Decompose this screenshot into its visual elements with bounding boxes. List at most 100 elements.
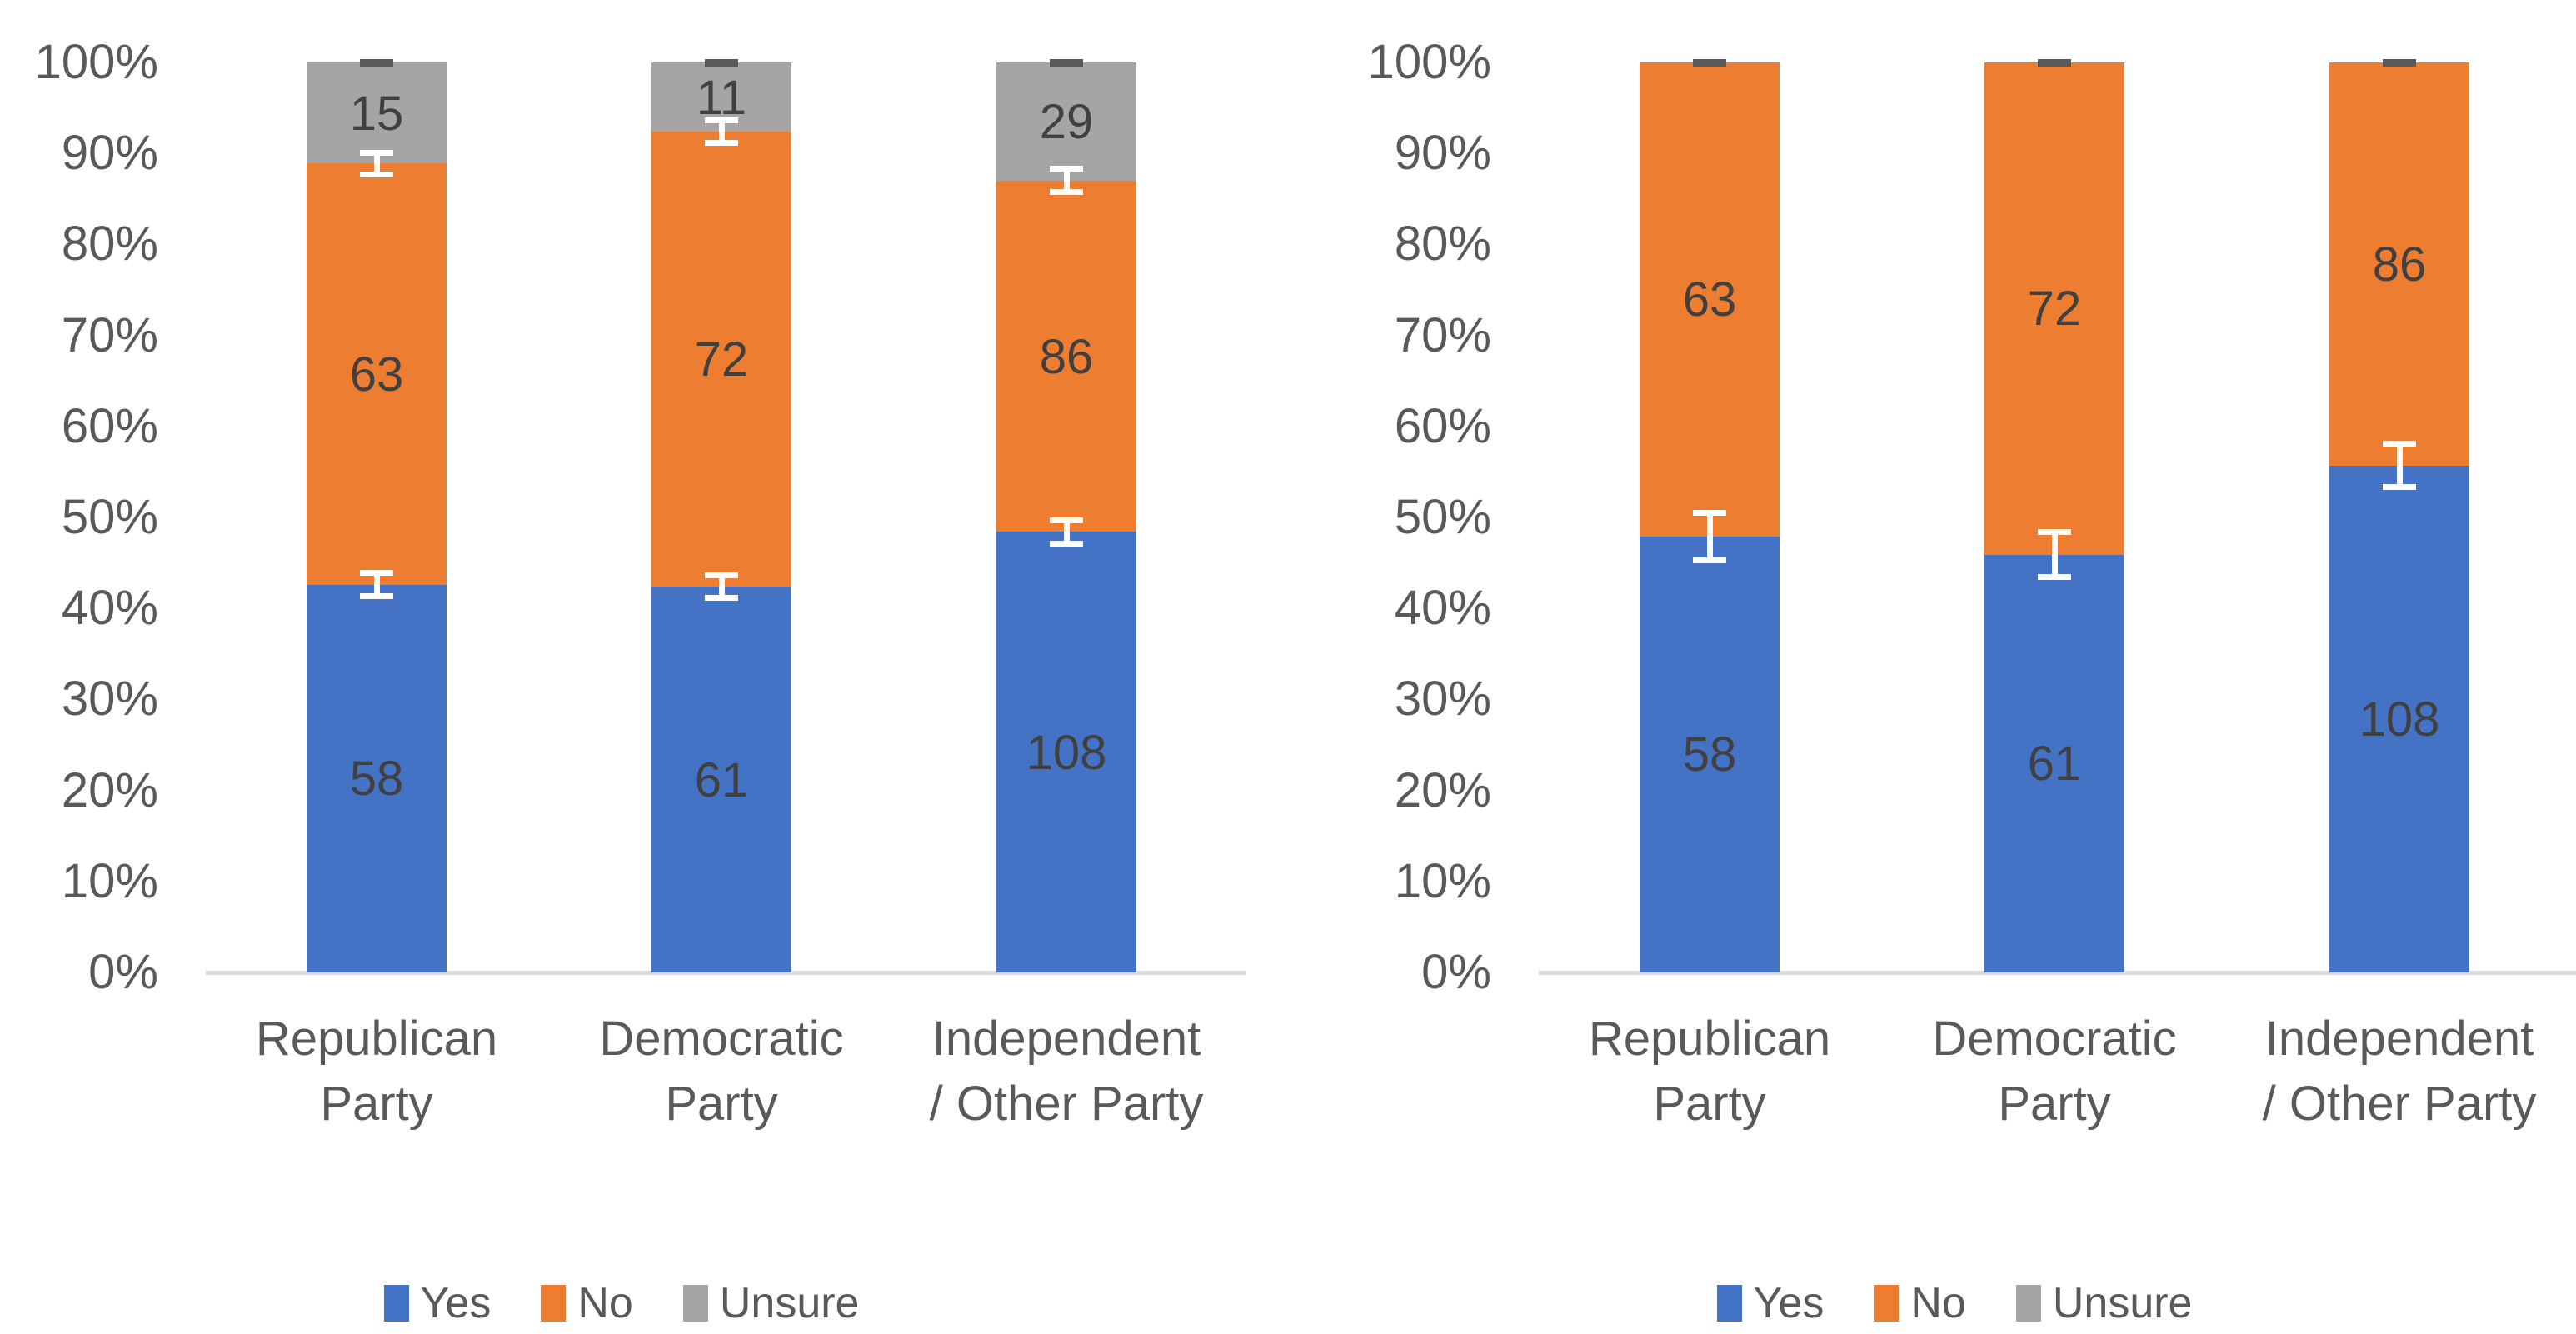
category-label: Republican Party: [1493, 1007, 1926, 1137]
category-label-line: Independent: [931, 1012, 1201, 1066]
y-axis-tick-label: 10%: [1394, 853, 1491, 908]
category-label: Independent / Other Party: [2183, 1007, 2576, 1137]
y-axis-tick-label: 50%: [1394, 490, 1491, 544]
legend-label: Unsure: [719, 1279, 860, 1327]
error-bar-cap-top: [1050, 517, 1083, 523]
bar-segment-yes: [2329, 465, 2469, 972]
error-bar-top-cap-dark: [1050, 58, 1083, 67]
category-label-line: Independent: [2264, 1012, 2534, 1066]
bar-value-label: 29: [1039, 94, 1094, 149]
legend-item-no: No: [1874, 1278, 1966, 1328]
error-bar: [705, 572, 738, 602]
legend-item-yes: Yes: [383, 1278, 492, 1328]
category-label-line: Party: [320, 1077, 433, 1131]
y-axis-tick-label: 60%: [61, 398, 158, 453]
error-bar-top-cap-dark: [2383, 58, 2416, 67]
error-bar-line: [2051, 529, 2058, 581]
legend-swatch-no-icon: [541, 1285, 567, 1322]
stacked-bar: 108 86: [2329, 58, 2469, 972]
category-label-line: / Other Party: [2262, 1077, 2537, 1131]
y-axis-tick-label: 70%: [61, 307, 158, 362]
bar-value-label: 72: [2027, 282, 2082, 337]
bar-value-label: 86: [1039, 329, 1094, 384]
bar-segment-no: [1640, 62, 1780, 537]
y-axis-tick-label: 90%: [61, 126, 158, 181]
y-axis-tick-label: 80%: [1394, 217, 1491, 272]
legend-label: Unsure: [2052, 1279, 2193, 1327]
bar-value-label: 61: [2027, 737, 2082, 792]
bar-segment-unsure: [307, 62, 447, 164]
error-bar-cap-top: [360, 149, 393, 156]
error-bar-cap-top: [2038, 529, 2071, 536]
legend-item-unsure: Unsure: [2015, 1278, 2193, 1328]
error-bar-cap-top: [360, 570, 393, 577]
category-label-line: Party: [1653, 1077, 1766, 1131]
y-axis-tick-label: 30%: [61, 672, 158, 727]
stacked-bar: 58 63 15: [307, 58, 447, 972]
error-bar-line: [1063, 166, 1070, 196]
y-axis-tick-label: 40%: [61, 581, 158, 636]
error-bar-line: [1706, 510, 1713, 563]
y-axis-tick-label: 50%: [61, 490, 158, 544]
y-axis-tick-label: 20%: [61, 762, 158, 817]
error-bar-cap-bottom: [2038, 574, 2071, 581]
y-axis-tick-label: 10%: [61, 853, 158, 908]
legend-swatch-yes-icon: [383, 1285, 409, 1322]
bar-segment-yes: [1640, 536, 1780, 972]
error-bar: [1050, 166, 1083, 196]
x-axis-line: [1539, 971, 2576, 975]
y-axis-tick-label: 80%: [61, 217, 158, 272]
y-axis-tick-label: 40%: [1394, 581, 1491, 636]
category-label-line: Party: [665, 1077, 778, 1131]
legend-swatch-unsure-icon: [682, 1285, 708, 1322]
bar-segment-no: [651, 132, 791, 587]
bar-value-label: 58: [349, 752, 404, 807]
error-bar-cap-top: [2383, 441, 2416, 447]
bar-value-label: 108: [2359, 692, 2440, 747]
chart-left: 100% 90% 80% 70% 60% 50% 40% 30% 20% 10% 0% 58 63 15 R…: [0, 0, 1246, 1334]
y-axis-tick-label: 0%: [88, 945, 158, 999]
stacked-bar: 61 72: [1984, 58, 2124, 972]
legend-label: No: [577, 1279, 633, 1327]
category-label: Independent / Other Party: [850, 1007, 1283, 1137]
y-axis-tick-label: 90%: [1394, 126, 1491, 181]
category-label-line: Party: [1998, 1077, 2111, 1131]
bar-segment-unsure: [996, 62, 1136, 181]
error-bar: [2383, 441, 2416, 491]
y-axis-tick-label: 70%: [1394, 307, 1491, 362]
bar-value-label: 72: [694, 332, 749, 387]
bar-segment-yes: [651, 587, 791, 972]
category-label-line: Republican: [1588, 1012, 1831, 1066]
error-bar: [360, 570, 393, 600]
bar-value-label: 11: [696, 70, 747, 125]
error-bar-cap-bottom: [1050, 189, 1083, 196]
stacked-bar: 58 63: [1640, 58, 1780, 972]
category-label: Democratic Party: [1838, 1007, 2271, 1137]
bar-value-label: 63: [349, 347, 404, 402]
error-bar: [1693, 510, 1726, 563]
legend-item-yes: Yes: [1716, 1278, 1824, 1328]
bar-segment-yes: [1984, 554, 2124, 972]
legend-swatch-no-icon: [1874, 1285, 1900, 1322]
y-axis-tick-label: 100%: [1367, 35, 1491, 89]
legend-label: No: [1910, 1279, 1966, 1327]
error-bar-cap-bottom: [360, 593, 393, 600]
category-label: Republican Party: [160, 1007, 593, 1137]
legend-item-unsure: Unsure: [682, 1278, 860, 1328]
y-axis-tick-label: 30%: [1394, 672, 1491, 727]
error-bar: [705, 117, 738, 147]
legend-label: Yes: [420, 1279, 492, 1327]
bar-value-label: 108: [1026, 725, 1107, 780]
category-label: Democratic Party: [505, 1007, 938, 1137]
bar-segment-no: [2329, 62, 2469, 466]
error-bar: [2038, 529, 2071, 581]
bar-segment-no: [1984, 62, 2124, 555]
bar-value-label: 15: [349, 86, 404, 141]
error-bar-cap-bottom: [360, 171, 393, 177]
y-axis-tick-label: 20%: [1394, 762, 1491, 817]
error-bar-line: [718, 572, 725, 602]
error-bar-top-cap-dark: [705, 58, 738, 67]
chart-right: 100% 90% 80% 70% 60% 50% 40% 30% 20% 10% 0% 58 63 Rep…: [1333, 0, 2576, 1334]
legend: Yes No Unsure: [1333, 1278, 2576, 1328]
legend: Yes No Unsure: [0, 1278, 1243, 1328]
